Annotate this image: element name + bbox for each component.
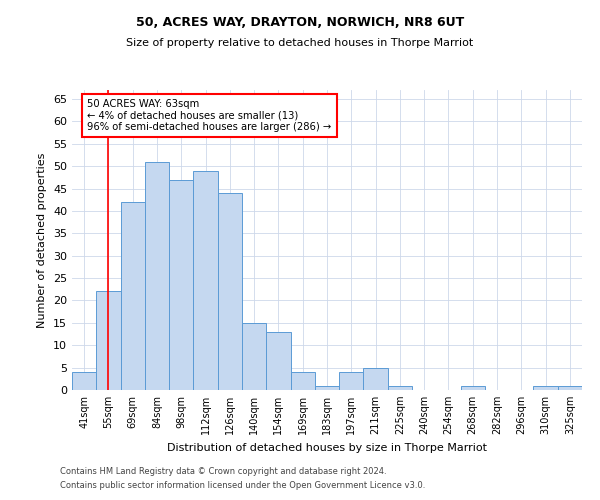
Bar [290, 372, 315, 390]
Text: Contains HM Land Registry data © Crown copyright and database right 2024.: Contains HM Land Registry data © Crown c… [60, 467, 386, 476]
Text: Size of property relative to detached houses in Thorpe Marriot: Size of property relative to detached ho… [127, 38, 473, 48]
X-axis label: Distribution of detached houses by size in Thorpe Marriot: Distribution of detached houses by size … [167, 442, 487, 452]
Text: Contains public sector information licensed under the Open Government Licence v3: Contains public sector information licen… [60, 481, 425, 490]
Bar [242, 323, 266, 390]
Bar [461, 386, 485, 390]
Bar [315, 386, 339, 390]
Bar [558, 386, 582, 390]
Bar [218, 193, 242, 390]
Bar [339, 372, 364, 390]
Y-axis label: Number of detached properties: Number of detached properties [37, 152, 47, 328]
Bar [266, 332, 290, 390]
Bar [388, 386, 412, 390]
Text: 50, ACRES WAY, DRAYTON, NORWICH, NR8 6UT: 50, ACRES WAY, DRAYTON, NORWICH, NR8 6UT [136, 16, 464, 29]
Text: 50 ACRES WAY: 63sqm
← 4% of detached houses are smaller (13)
96% of semi-detache: 50 ACRES WAY: 63sqm ← 4% of detached hou… [88, 99, 332, 132]
Bar [72, 372, 96, 390]
Bar [193, 170, 218, 390]
Bar [121, 202, 145, 390]
Bar [145, 162, 169, 390]
Bar [169, 180, 193, 390]
Bar [533, 386, 558, 390]
Bar [364, 368, 388, 390]
Bar [96, 292, 121, 390]
